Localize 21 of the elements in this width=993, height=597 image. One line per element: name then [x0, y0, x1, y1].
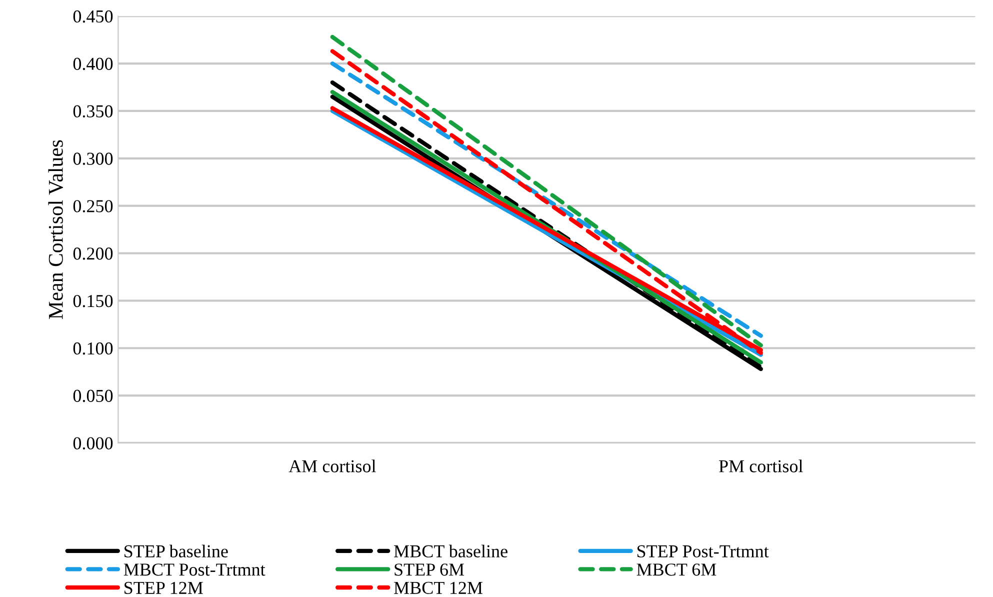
x-tick-label: PM cortisol — [719, 460, 803, 472]
y-tick-label: 0.450 — [73, 10, 113, 23]
y-tick-label: 0.350 — [73, 105, 113, 118]
y-tick-label: 0.150 — [73, 294, 113, 308]
y-tick-label: 0.100 — [73, 342, 113, 355]
legend-label: MBCT 6M — [636, 564, 716, 576]
y-tick-label: 0.050 — [73, 390, 113, 402]
y-tick-label: 0.200 — [73, 248, 113, 260]
y-axis-title: Mean Cortisol Values — [48, 140, 64, 320]
y-tick-label: 0.300 — [73, 152, 113, 165]
legend-label: STEP 12M — [124, 582, 203, 594]
y-tick-label: 0.000 — [73, 437, 113, 450]
legend-label: MBCT 12M — [394, 582, 482, 594]
x-tick-label: AM cortisol — [288, 460, 376, 472]
legend-label: STEP Post-Trtmnt — [637, 545, 769, 558]
legend-label: MBCT baseline — [394, 544, 508, 558]
legend-label: STEP baseline — [124, 544, 228, 558]
y-tick-label: 0.400 — [73, 58, 113, 70]
legend-label: STEP 6M — [394, 564, 464, 576]
y-tick-label: 0.250 — [73, 200, 113, 212]
legend-label: MBCT Post-Trtmnt — [124, 564, 266, 576]
